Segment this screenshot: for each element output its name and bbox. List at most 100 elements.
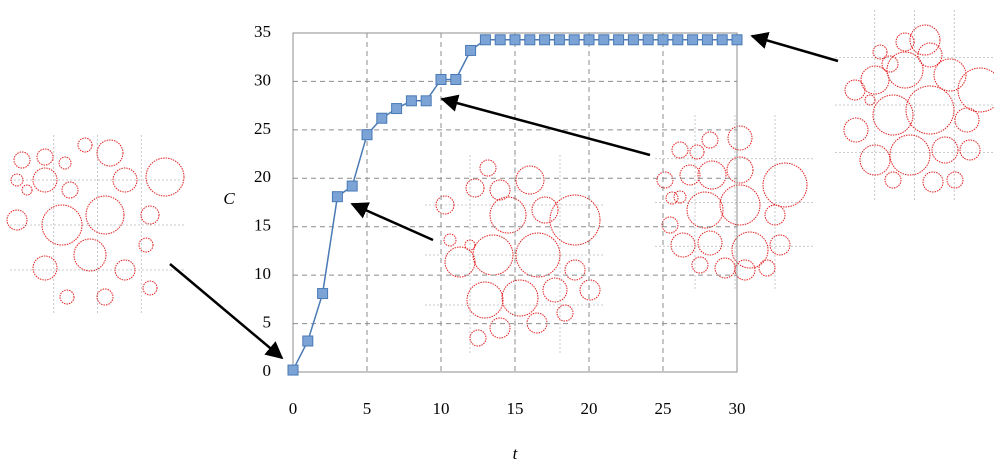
bubble xyxy=(490,318,510,338)
bubble xyxy=(896,33,914,51)
bubble xyxy=(86,196,124,234)
y-tick-label: 30 xyxy=(254,70,271,89)
data-point xyxy=(332,192,342,202)
bubble xyxy=(580,280,600,300)
bubble xyxy=(141,206,159,224)
y-tick-label: 10 xyxy=(254,264,271,283)
bubble xyxy=(113,168,137,192)
bubble xyxy=(763,163,807,207)
data-point xyxy=(614,35,624,45)
bubble xyxy=(692,257,708,273)
data-point xyxy=(688,35,698,45)
bubble xyxy=(97,140,123,166)
bubble xyxy=(532,197,558,223)
y-tick-label: 5 xyxy=(263,312,272,331)
x-tick-label: 15 xyxy=(507,399,524,418)
data-point xyxy=(392,104,402,114)
bubble xyxy=(37,149,53,165)
data-point xyxy=(540,35,550,45)
bubble xyxy=(59,157,71,169)
data-point xyxy=(421,96,431,106)
bubble xyxy=(671,233,695,257)
bubble xyxy=(690,145,704,159)
bubble xyxy=(947,172,963,188)
data-point xyxy=(584,35,594,45)
bubble xyxy=(698,231,722,255)
bubble xyxy=(680,165,700,185)
bubble xyxy=(516,166,544,194)
bubble xyxy=(720,185,760,225)
arrow xyxy=(352,204,433,240)
data-point xyxy=(451,74,461,84)
data-point xyxy=(643,35,653,45)
y-axis-label: C xyxy=(223,189,235,208)
bubble xyxy=(543,278,567,302)
insets xyxy=(7,10,994,355)
data-point xyxy=(480,35,490,45)
bubble xyxy=(727,157,753,183)
bubble xyxy=(918,43,942,67)
data-point xyxy=(303,336,313,346)
bubble xyxy=(466,179,484,197)
bubble xyxy=(467,282,503,318)
x-tick-label: 20 xyxy=(581,399,598,418)
bubble xyxy=(146,158,184,196)
bubble xyxy=(143,281,157,295)
arrow xyxy=(442,99,650,155)
bubble xyxy=(7,210,27,230)
data-point xyxy=(702,35,712,45)
data-point xyxy=(628,35,638,45)
bubble xyxy=(882,56,898,72)
bubble xyxy=(565,260,585,280)
x-tick-label: 5 xyxy=(363,399,372,418)
y-tick-label: 20 xyxy=(254,167,271,186)
bubble xyxy=(955,108,979,132)
data-point xyxy=(495,35,505,45)
bubble xyxy=(759,260,775,276)
bubble xyxy=(923,172,943,192)
x-tick-label: 10 xyxy=(433,399,450,418)
data-point xyxy=(510,35,520,45)
data-point xyxy=(362,130,372,140)
data-point xyxy=(406,96,416,106)
y-tick-label: 15 xyxy=(254,216,271,235)
bubble xyxy=(62,182,78,198)
bubble xyxy=(14,152,30,168)
x-axis-label: t xyxy=(513,444,519,463)
bubble xyxy=(890,135,930,175)
data-point xyxy=(599,35,609,45)
bubble xyxy=(97,289,113,305)
bubble xyxy=(60,290,74,304)
bubble xyxy=(470,330,486,346)
data-point xyxy=(288,365,298,375)
bubble xyxy=(844,118,868,142)
bubble xyxy=(873,95,913,135)
y-tick-label: 0 xyxy=(263,361,272,380)
data-point xyxy=(466,45,476,55)
bubble xyxy=(502,280,538,316)
x-tick-label: 30 xyxy=(729,399,746,418)
bubble xyxy=(728,126,752,150)
bubble xyxy=(74,239,106,271)
bubble xyxy=(557,305,573,321)
bubble xyxy=(527,313,547,333)
data-point xyxy=(732,35,742,45)
bubble xyxy=(11,174,23,186)
bubble xyxy=(550,195,600,245)
data-point xyxy=(377,113,387,123)
bubble xyxy=(480,160,496,176)
bubble xyxy=(22,185,32,195)
bubble xyxy=(845,80,865,100)
data-point xyxy=(525,35,535,45)
bubble xyxy=(445,247,475,277)
data-point xyxy=(717,35,727,45)
y-tick-label: 35 xyxy=(254,22,271,41)
bubble xyxy=(490,197,526,233)
bubble xyxy=(657,172,673,188)
bubble xyxy=(662,217,678,233)
bubble xyxy=(444,234,456,246)
bubble xyxy=(672,142,688,158)
y-tick-label: 25 xyxy=(254,119,271,138)
bubble xyxy=(702,132,718,148)
